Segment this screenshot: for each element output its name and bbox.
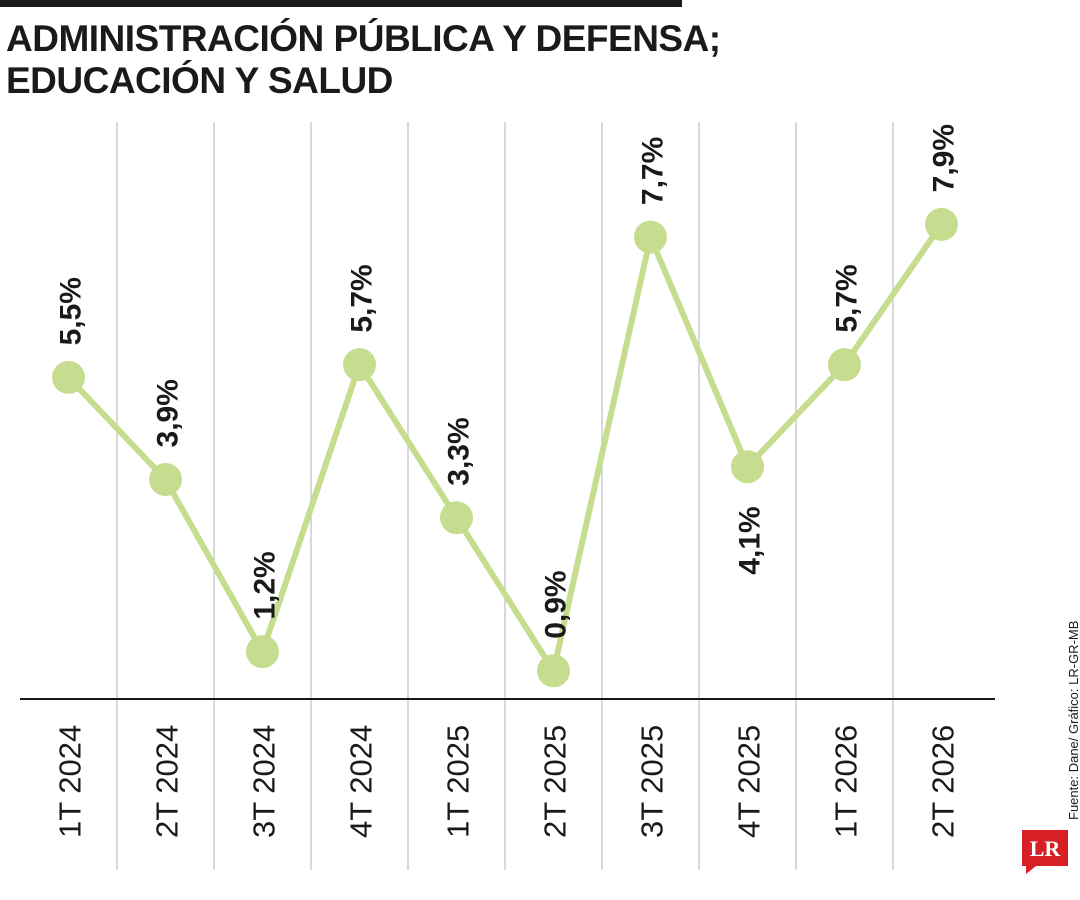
data-point: [246, 635, 279, 669]
lr-logo: LR: [1022, 830, 1068, 874]
data-label: 0,9%: [540, 570, 573, 638]
lr-logo-badge: [1022, 830, 1068, 874]
top-rule: [0, 0, 682, 7]
data-label: 4,1%: [734, 506, 767, 574]
x-tick-label: 3T 2025: [635, 725, 670, 838]
data-label: 5,7%: [346, 264, 379, 332]
data-label: 5,5%: [55, 277, 88, 345]
data-label: 5,7%: [831, 264, 864, 332]
x-tick-label: 2T 2025: [538, 725, 573, 838]
x-tick-label: 2T 2024: [150, 725, 185, 838]
x-tick-label: 4T 2025: [732, 725, 767, 838]
data-point: [149, 462, 182, 496]
data-label: 7,9%: [928, 124, 961, 192]
data-point: [343, 348, 376, 382]
data-point: [925, 207, 958, 241]
chart-title: ADMINISTRACIÓN PÚBLICA Y DEFENSA; EDUCAC…: [6, 18, 721, 102]
data-label: 1,2%: [249, 551, 282, 619]
data-point: [828, 348, 861, 382]
data-point: [537, 654, 570, 688]
data-point: [440, 501, 473, 535]
x-tick-label: 2T 2026: [926, 725, 961, 838]
x-tick-label: 1T 2024: [53, 725, 88, 838]
series-line: [66, 222, 944, 679]
x-tick-label: 1T 2026: [829, 725, 864, 838]
lr-logo-text: LR: [1030, 836, 1062, 861]
data-label: 3,3%: [443, 417, 476, 485]
data-point: [52, 360, 85, 394]
data-label: 7,7%: [637, 137, 670, 205]
source-note: Fuente: Dane/ Gráfico: LR-GR-MB: [1066, 620, 1080, 820]
data-label: 3,9%: [152, 379, 185, 447]
data-point: [731, 450, 764, 484]
chart-title-line-2: EDUCACIÓN Y SALUD: [6, 60, 393, 101]
chart-title-line-1: ADMINISTRACIÓN PÚBLICA Y DEFENSA;: [6, 18, 721, 59]
data-point: [634, 220, 667, 254]
x-tick-label: 4T 2024: [344, 725, 379, 838]
x-tick-label: 3T 2024: [247, 725, 282, 838]
x-tick-label: 1T 2025: [441, 725, 476, 838]
